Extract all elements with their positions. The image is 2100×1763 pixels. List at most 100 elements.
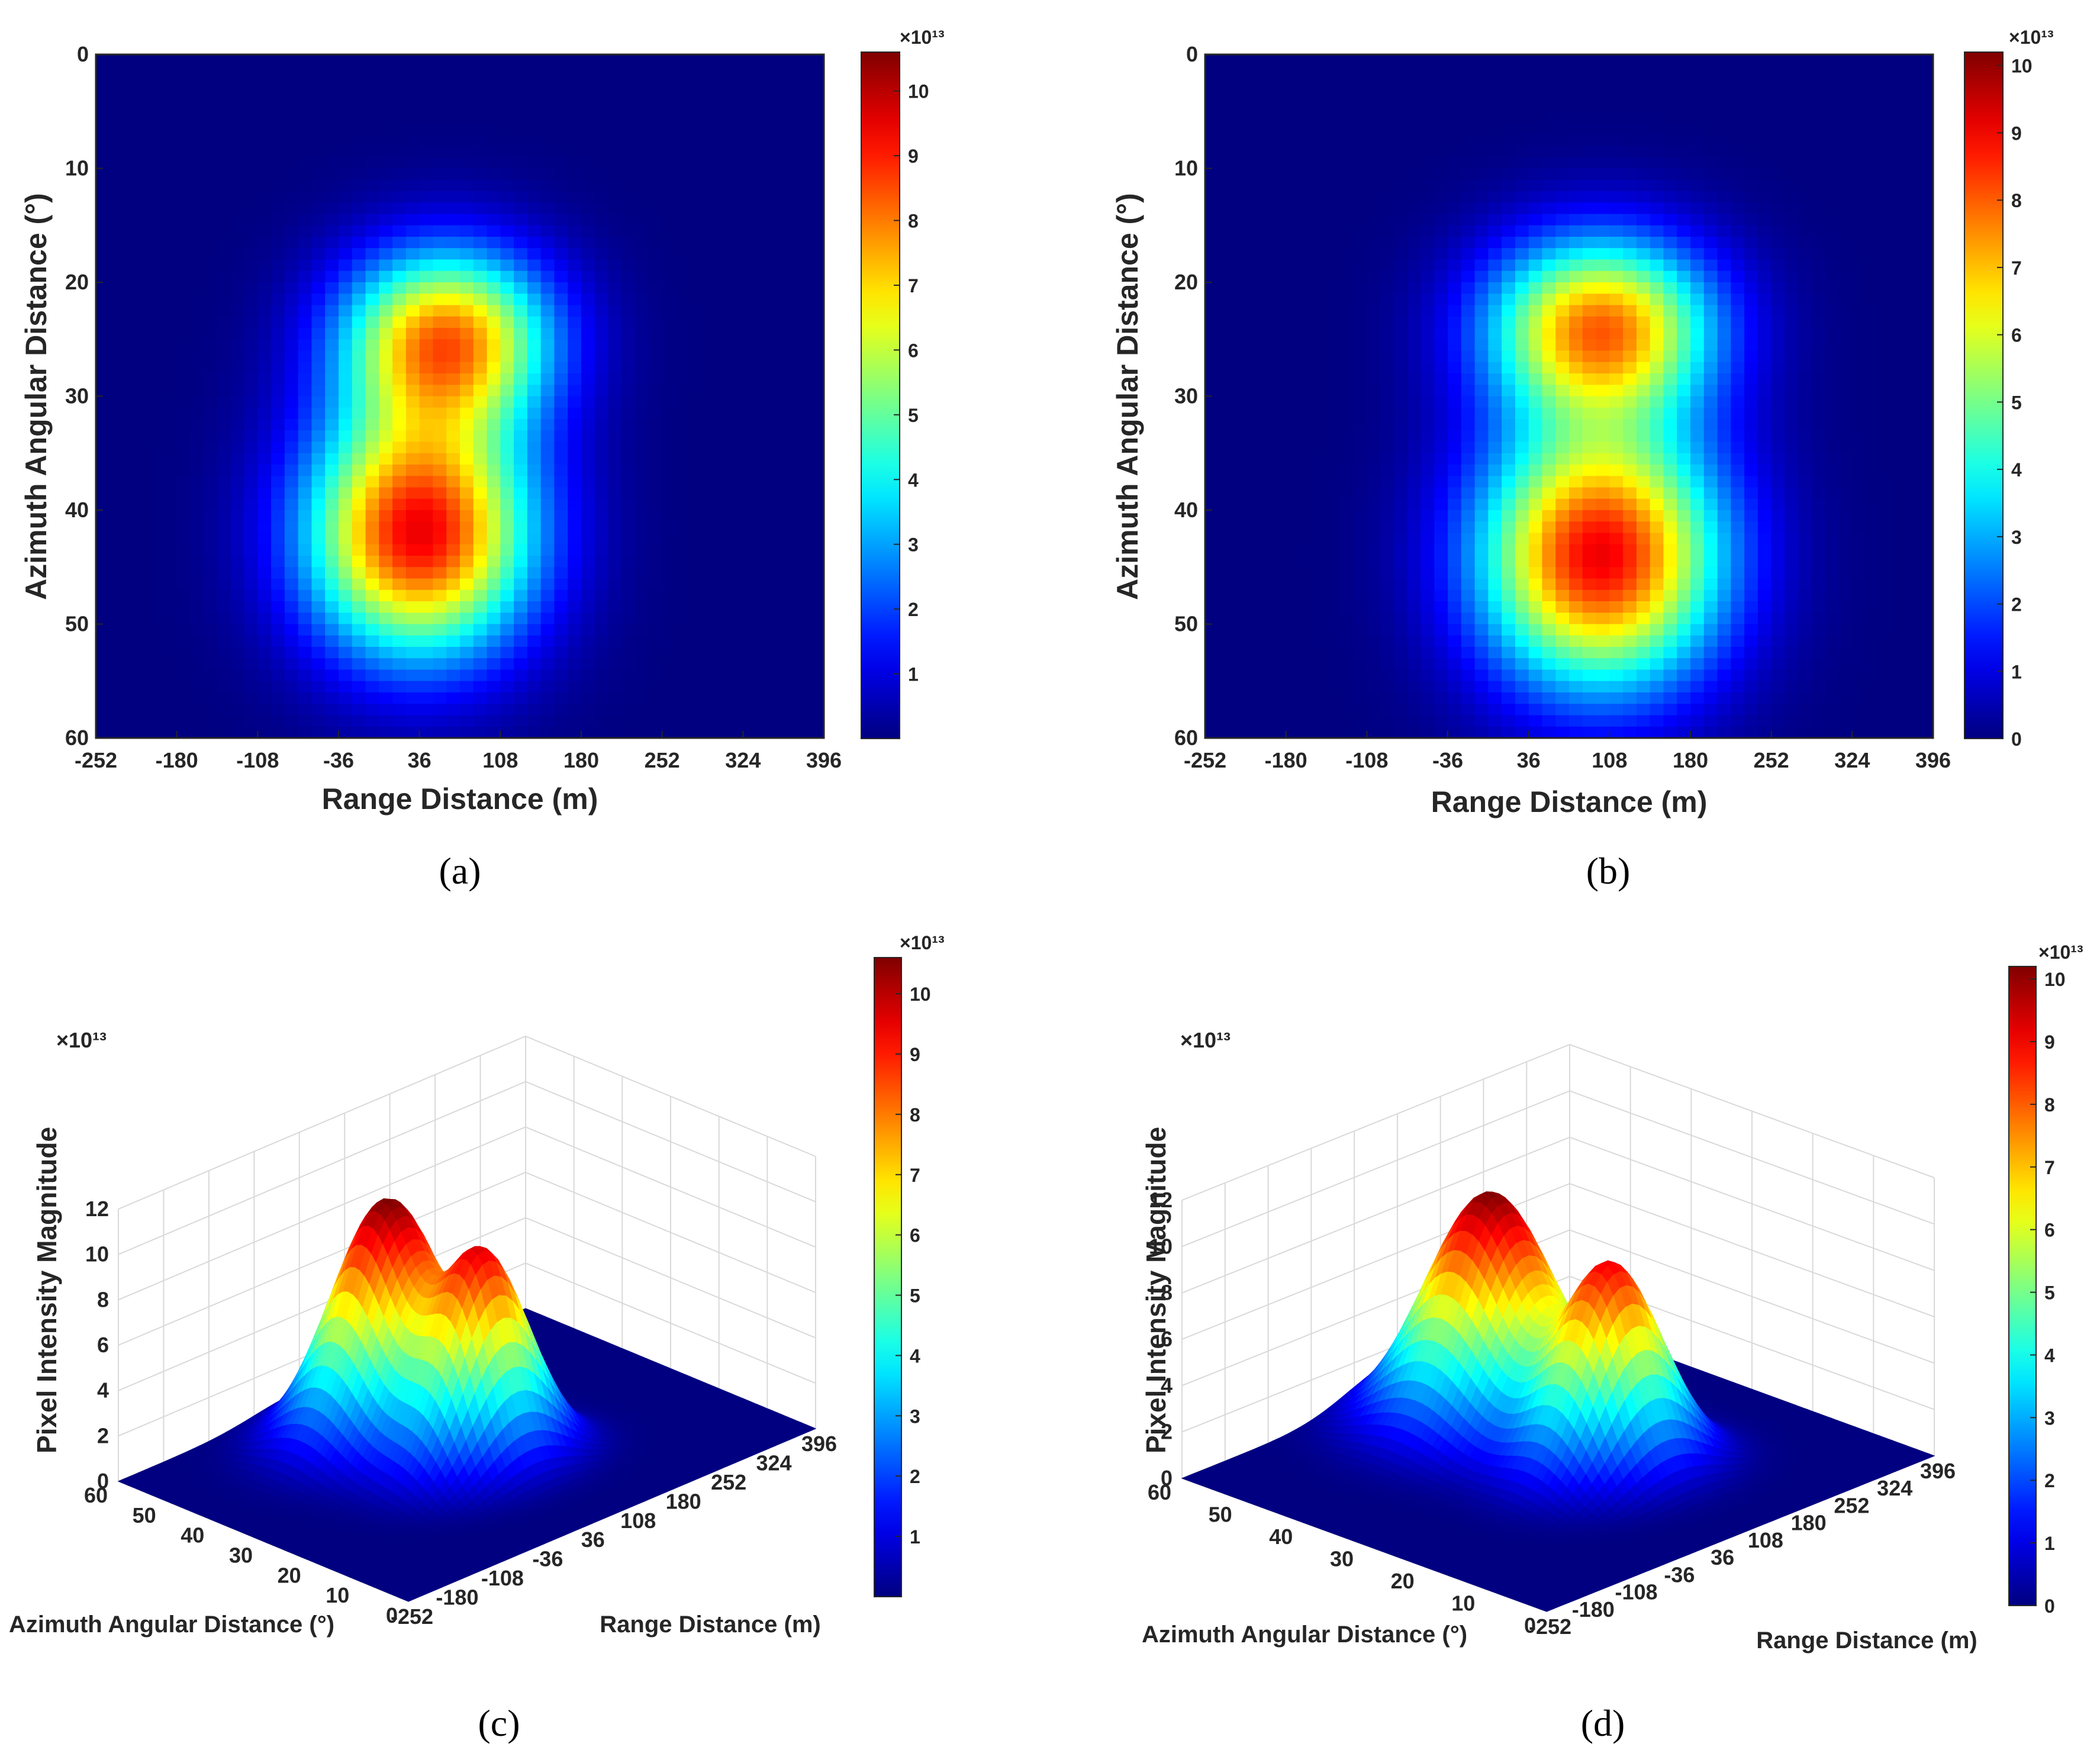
heatmap-cell <box>527 339 541 351</box>
heatmap-cell <box>1326 225 1340 237</box>
heatmap-cell <box>392 385 406 397</box>
heatmap-cell <box>1785 225 1798 237</box>
heatmap-cell <box>257 419 271 431</box>
heatmap-cell <box>1744 66 1758 78</box>
heatmap-cell <box>662 579 676 591</box>
heatmap-cell <box>1785 351 1798 363</box>
heatmap-cell <box>190 488 204 499</box>
heatmap-cell <box>392 419 406 431</box>
heatmap-cell <box>730 123 743 135</box>
heatmap-cell <box>1434 100 1448 112</box>
heatmap-cell <box>1798 100 1812 112</box>
heatmap-cell <box>406 237 420 249</box>
heatmap-cell <box>190 146 204 157</box>
heatmap-cell <box>96 590 109 602</box>
heatmap-cell <box>1825 260 1839 272</box>
heatmap-cell <box>217 66 231 78</box>
heatmap-cell <box>231 373 244 385</box>
heatmap-cell <box>797 146 810 157</box>
heatmap-cell <box>487 692 501 704</box>
heatmap-cell <box>1542 248 1555 260</box>
heatmap-cell <box>635 66 649 78</box>
heatmap-cell <box>743 681 756 693</box>
heatmap-cell <box>554 613 568 624</box>
heatmap-cell <box>379 715 392 727</box>
heatmap-cell <box>1583 157 1596 169</box>
heatmap-cell <box>311 282 325 294</box>
heatmap-cell <box>420 339 433 351</box>
heatmap-cell <box>204 202 217 214</box>
heatmap-cell <box>797 202 810 214</box>
heatmap-cell <box>231 339 244 351</box>
heatmap-cell <box>190 305 204 317</box>
heatmap-cell <box>339 305 352 317</box>
heatmap-cell <box>621 305 635 317</box>
heatmap-cell <box>136 169 150 181</box>
heatmap-cell <box>595 397 608 408</box>
heatmap-cell <box>1529 362 1542 374</box>
heatmap-cell <box>716 123 730 135</box>
heatmap-cell <box>595 499 608 511</box>
heatmap-cell <box>446 328 460 340</box>
heatmap-cell <box>703 579 716 591</box>
heatmap-cell <box>703 294 716 305</box>
heatmap-cell <box>150 533 163 545</box>
heatmap-cell <box>1232 271 1246 283</box>
heatmap-cell <box>231 601 244 613</box>
heatmap-cell <box>770 180 784 192</box>
heatmap-cell <box>1893 146 1906 157</box>
heatmap-cell <box>217 373 231 385</box>
heatmap-cell <box>500 613 514 624</box>
heatmap-cell <box>1219 225 1232 237</box>
heatmap-cell <box>1219 214 1232 226</box>
heatmap-cell <box>703 556 716 568</box>
heatmap-cell <box>392 670 406 682</box>
heatmap-cell <box>257 658 271 670</box>
heatmap-cell <box>150 692 163 704</box>
heatmap-cell <box>716 624 730 636</box>
heatmap-cell <box>1326 214 1340 226</box>
heatmap-cell <box>257 727 271 739</box>
heatmap-cell <box>136 658 150 670</box>
heatmap-cell <box>311 225 325 237</box>
heatmap-cell <box>96 692 109 704</box>
heatmap-cell <box>1690 328 1704 340</box>
heatmap-cell <box>217 294 231 305</box>
heatmap-cell <box>285 282 298 294</box>
heatmap-cell <box>163 180 177 192</box>
heatmap-cell <box>1677 134 1690 146</box>
heatmap-cell <box>797 601 810 613</box>
heatmap-cell <box>500 202 514 214</box>
heatmap-cell <box>1380 89 1394 101</box>
heatmap-cell <box>784 305 797 317</box>
heatmap-cell <box>1273 89 1286 101</box>
heatmap-cell <box>1772 146 1785 157</box>
heatmap-cell <box>608 351 622 363</box>
heatmap-cell <box>784 191 797 203</box>
heatmap-cell <box>177 556 191 568</box>
heatmap-cell <box>244 488 258 499</box>
heatmap-cell <box>325 214 339 226</box>
heatmap-cell <box>743 670 756 682</box>
heatmap-cell <box>581 488 595 499</box>
heatmap-cell <box>1704 157 1718 169</box>
heatmap-cell <box>1340 214 1354 226</box>
heatmap-cell <box>541 362 555 374</box>
heatmap-cell <box>298 704 312 715</box>
heatmap-cell <box>689 647 703 659</box>
heatmap-cell <box>527 521 541 533</box>
heatmap-cell <box>1906 123 1919 135</box>
heatmap-cell <box>541 305 555 317</box>
heatmap-cell <box>123 339 137 351</box>
heatmap-cell <box>1555 134 1569 146</box>
heatmap-cell <box>366 100 379 112</box>
heatmap-cell <box>177 613 191 624</box>
heatmap-cell <box>1798 89 1812 101</box>
heatmap-cell <box>487 430 501 442</box>
heatmap-cell <box>433 180 446 192</box>
heatmap-cell <box>810 305 824 317</box>
heatmap-cell <box>541 681 555 693</box>
heatmap-cell <box>1569 305 1583 317</box>
heatmap-cell <box>420 294 433 305</box>
heatmap-cell <box>244 533 258 545</box>
